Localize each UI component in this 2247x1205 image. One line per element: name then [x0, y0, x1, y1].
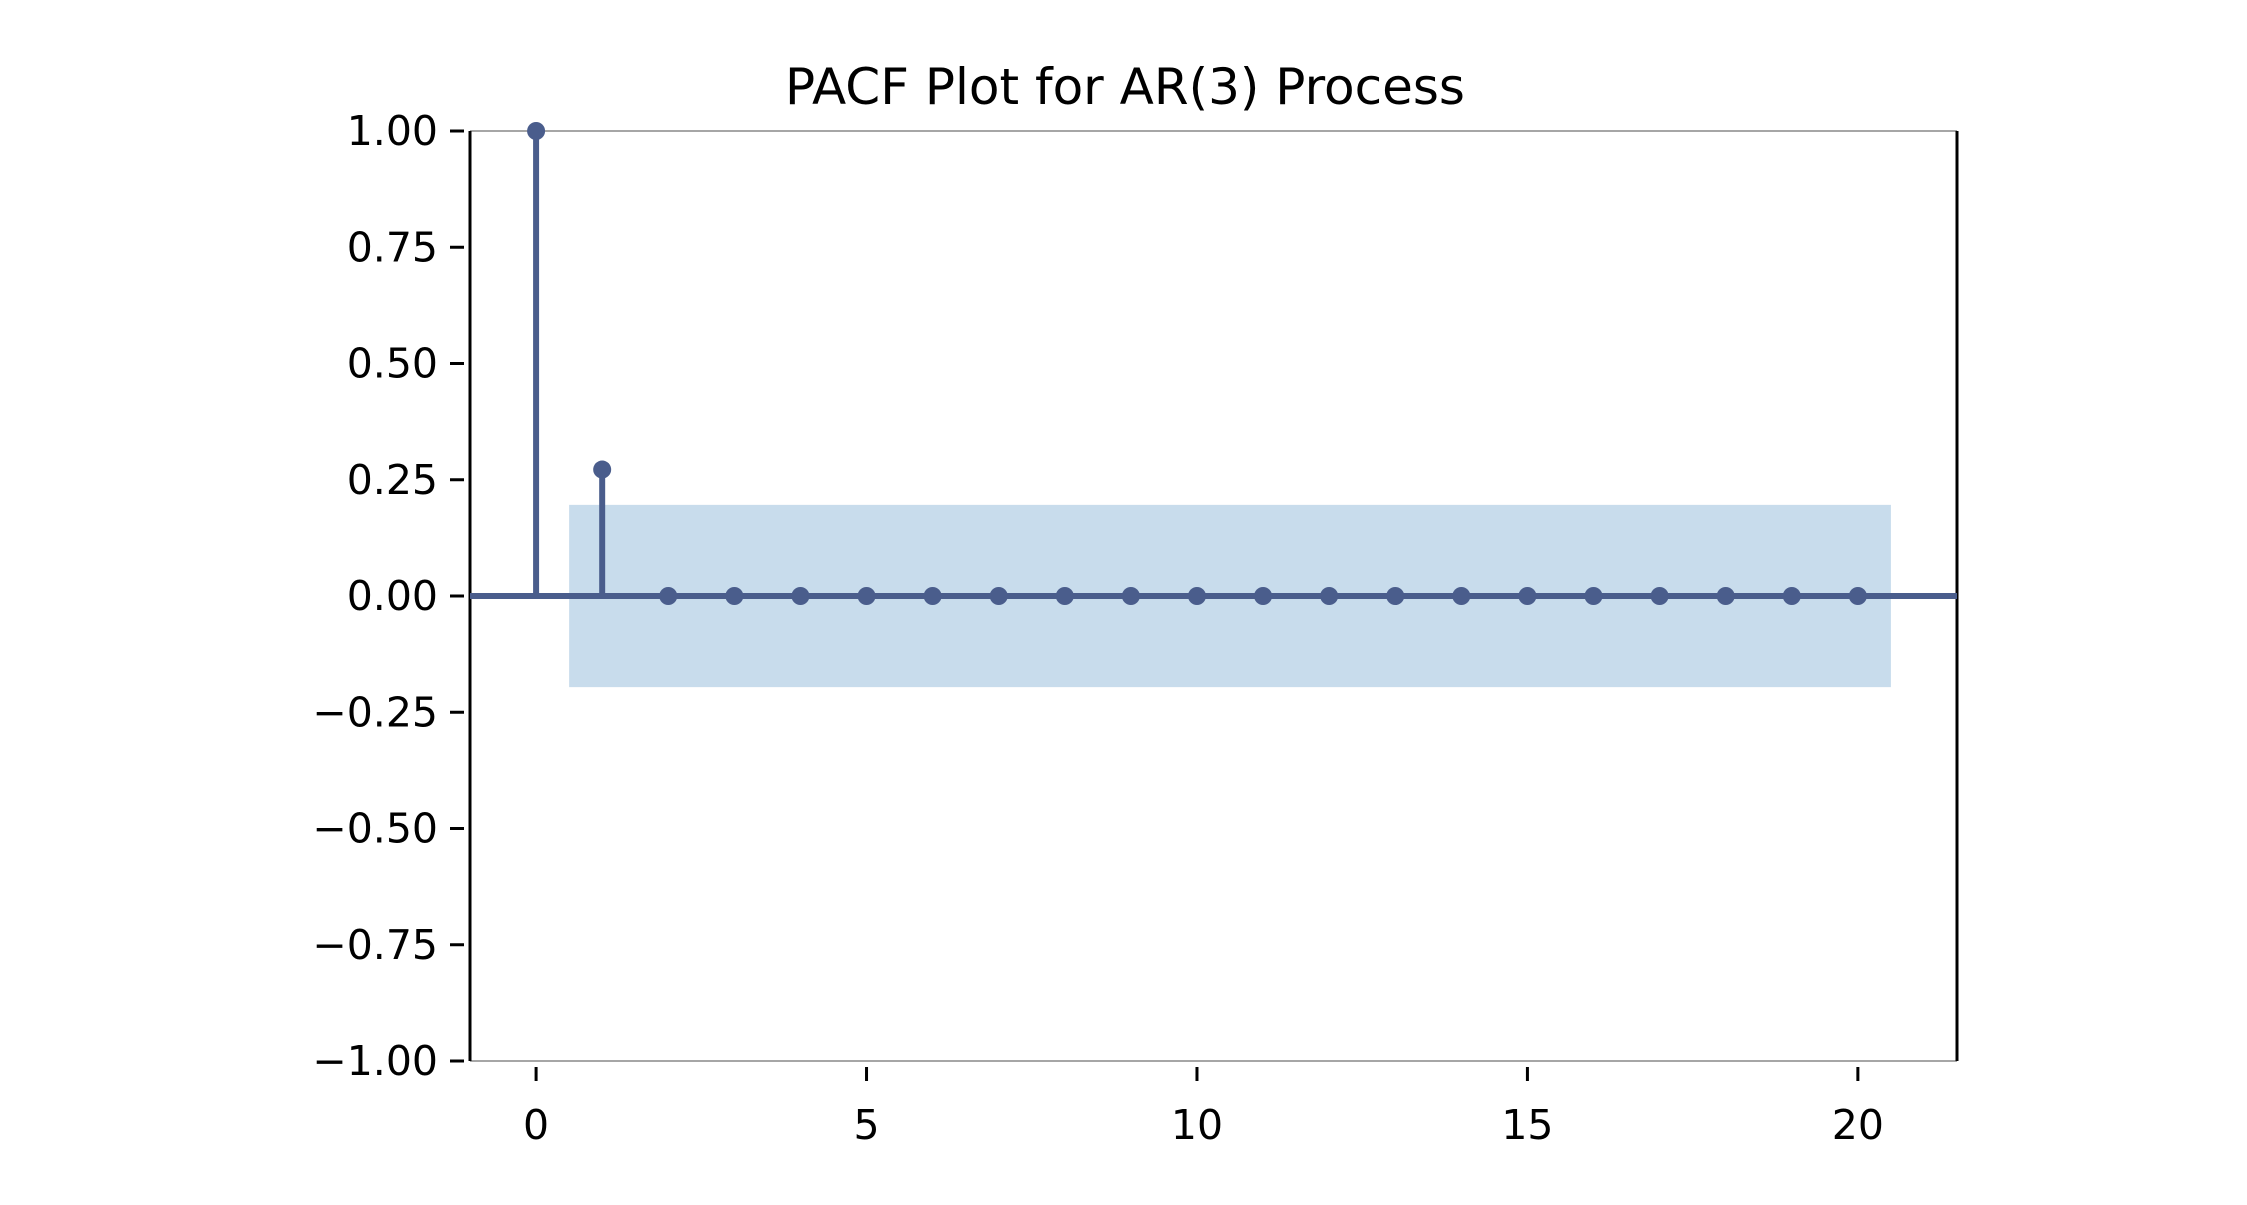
stem-marker [1187, 587, 1206, 605]
stem-marker [659, 587, 678, 605]
y-tick-label: 0.25 [347, 456, 438, 504]
y-tick-label: −0.25 [312, 688, 438, 736]
stem-marker [1055, 587, 1074, 605]
y-tick-label: −0.75 [312, 921, 438, 969]
stem-marker [1320, 587, 1339, 605]
stem-marker [791, 587, 810, 605]
y-tick-label: −1.00 [312, 1037, 438, 1085]
stem-marker [1121, 587, 1140, 605]
y-tick-label: 0.00 [347, 572, 438, 620]
stem-marker [989, 587, 1008, 605]
stem-marker [1386, 587, 1405, 605]
x-tick-label: 20 [1832, 1101, 1884, 1149]
stem-marker [1452, 587, 1471, 605]
stem-marker [1254, 587, 1273, 605]
tick-layer: 1.00 0.75 0.50 0.25 0.00 −0.25 −0.50 −0.75 −1.00… [312, 107, 1884, 1149]
x-tick-label: 5 [853, 1101, 879, 1149]
x-tick-label: 10 [1171, 1101, 1223, 1149]
y-tick-label: 0.75 [347, 223, 438, 271]
x-tick-label: 0 [523, 1101, 549, 1149]
chart-title: PACF Plot for AR(3) Process [785, 58, 1465, 116]
x-tick-label: 15 [1501, 1101, 1553, 1149]
stem-marker [857, 587, 876, 605]
stem-marker [923, 587, 942, 605]
stem-marker [1584, 587, 1603, 605]
y-tick-label: 0.50 [347, 340, 438, 388]
stem-layer [470, 122, 1957, 605]
y-tick-label: 1.00 [347, 107, 438, 155]
y-tick-label: −0.50 [312, 805, 438, 853]
stem-marker [1848, 587, 1867, 605]
stem-marker [1716, 587, 1735, 605]
stem-marker [725, 587, 744, 605]
stem-marker [593, 460, 612, 479]
stem-marker [527, 122, 546, 140]
stem-marker [1650, 587, 1669, 605]
stem-marker [1782, 587, 1801, 605]
stem-marker [1518, 587, 1537, 605]
